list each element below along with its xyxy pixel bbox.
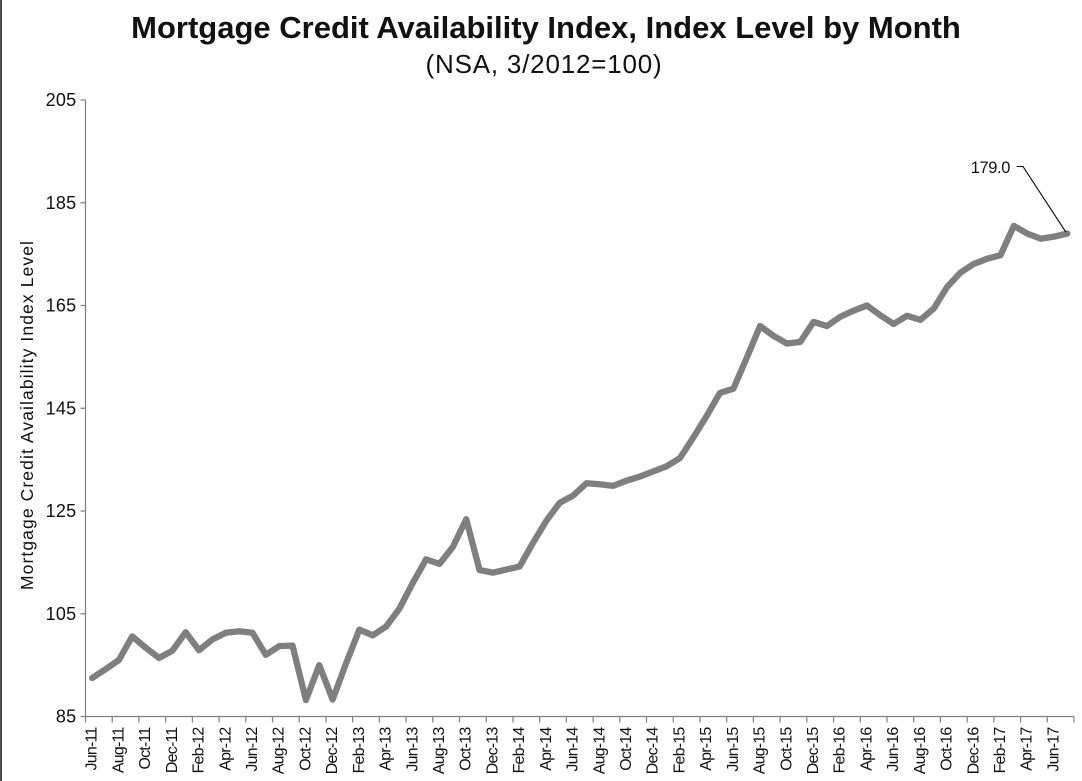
x-tick-label: Aug-14 [591, 727, 608, 775]
x-tick-label: Jun-16 [885, 727, 902, 772]
x-tick-label: Apr-14 [538, 727, 555, 771]
x-tick-label: Jun-17 [1045, 727, 1062, 772]
x-tick-label: Oct-13 [458, 727, 475, 771]
y-tick-label: 185 [46, 193, 77, 213]
x-tick-label: Dec-11 [164, 727, 181, 773]
x-tick-label: Feb-17 [992, 727, 1009, 774]
x-tick-label: Apr-16 [858, 727, 875, 771]
y-tick-label: 145 [46, 398, 77, 418]
x-tick-label: Dec-15 [805, 727, 822, 775]
x-tick-label: Aug-15 [752, 727, 769, 775]
x-tick-label: Jun-13 [404, 727, 421, 772]
annotation-leader-line [1016, 165, 1067, 233]
x-tick-label: Aug-13 [431, 727, 448, 775]
x-tick-label: Apr-12 [217, 727, 234, 771]
series-line [89, 222, 1071, 704]
x-tick-label: Oct-16 [939, 727, 956, 771]
y-tick-label: 105 [46, 604, 77, 624]
x-tick-label: Apr-13 [378, 727, 395, 771]
x-tick-label: Aug-11 [110, 727, 127, 774]
x-tick-label: Oct-15 [778, 727, 795, 771]
y-tick-label: 125 [46, 501, 77, 521]
chart-title: Mortgage Credit Availability Index, Inde… [131, 10, 961, 45]
x-tick-label: Oct-12 [297, 727, 314, 771]
x-tick-label: Dec-13 [484, 727, 501, 775]
y-tick-label: 85 [56, 707, 77, 727]
x-tick-label: Dec-14 [645, 727, 662, 775]
x-tick-label: Jun-14 [565, 727, 582, 772]
x-tick-label: Apr-17 [1019, 727, 1036, 771]
x-tick-label: Oct-11 [137, 727, 154, 770]
x-tick-label: Aug-12 [271, 727, 288, 775]
x-tick-label: Dec-16 [965, 727, 982, 775]
left-border-line [0, 0, 2, 781]
x-tick-label: Jun-15 [725, 727, 742, 772]
chart-subtitle: (NSA, 3/2012=100) [425, 49, 663, 79]
y-tick-label: 165 [46, 296, 77, 316]
x-tick-label: Dec-12 [324, 727, 341, 775]
x-tick-label: Aug-16 [912, 727, 929, 775]
x-tick-label: Feb-16 [832, 727, 849, 774]
x-tick-label: Feb-15 [671, 727, 688, 774]
x-tick-label: Feb-13 [351, 727, 368, 774]
x-tick-label: Apr-15 [698, 727, 715, 771]
x-tick-label: Feb-12 [191, 727, 208, 774]
y-tick-label: 205 [46, 90, 77, 110]
x-tick-label: Jun-12 [244, 727, 261, 772]
x-tick-label: Jun-11 [84, 727, 101, 771]
x-tick-label: Feb-14 [511, 727, 528, 774]
x-tick-label: Oct-14 [618, 727, 635, 771]
annotation-label: 179.0 [971, 159, 1011, 177]
